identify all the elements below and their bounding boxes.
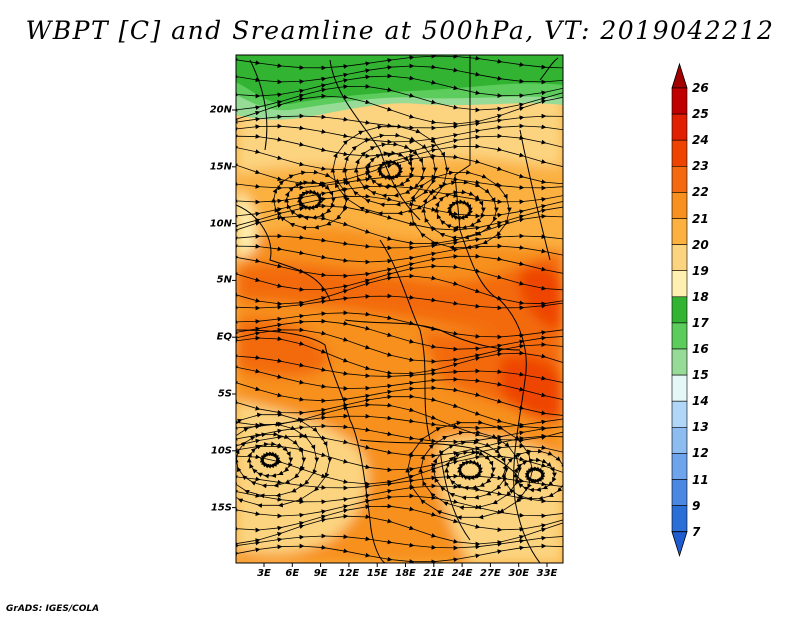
colorbar-swatch (671, 192, 688, 219)
colorbar-label: 26 (692, 81, 709, 95)
colorbar-label: 22 (692, 185, 709, 200)
colorbar (671, 62, 688, 558)
longitude-label: 15E (366, 568, 388, 579)
latitude-label: 10S (210, 445, 232, 457)
colorbar-label: 23 (692, 159, 709, 174)
colorbar-label: 14 (692, 394, 709, 409)
latitude-label: 20N (209, 104, 232, 116)
latitude-label: EQ (216, 331, 232, 343)
colorbar-label: 21 (692, 211, 709, 226)
latitude-label: 10N (209, 218, 232, 230)
colorbar-swatch (671, 166, 688, 193)
colorbar-swatch (671, 453, 688, 480)
colorbar-label: 17 (692, 315, 709, 330)
colorbar-label: 20 (692, 237, 709, 252)
longitude-label: 9E (313, 568, 328, 579)
colorbar-label: 15 (692, 368, 709, 383)
colorbar-swatch (671, 348, 688, 376)
colorbar-swatch (671, 322, 688, 350)
longitude-label: 6E (285, 568, 300, 579)
colorbar-bottom-arrow (671, 531, 688, 558)
country-borders (236, 55, 559, 563)
longitude-label: 21E (423, 568, 445, 579)
colorbar-label: 9 (692, 498, 701, 513)
latitude-label: 5N (216, 274, 232, 286)
streamlines (236, 55, 563, 563)
colorbar-label: 16 (692, 342, 709, 356)
colorbar-swatch (671, 505, 688, 533)
colorbar-label: 12 (692, 446, 709, 461)
temperature-field (236, 55, 563, 563)
longitude-label: 30E (508, 568, 530, 579)
latitude-label: 5S (217, 388, 232, 400)
colorbar-label: 24 (692, 133, 709, 148)
grads-credit: GrADS: IGES/COLA (6, 604, 100, 614)
latitude-label: 15S (210, 502, 232, 514)
colorbar-swatch (671, 479, 688, 506)
colorbar-swatch (671, 426, 688, 454)
map-title: WBPT [C] and Sreamline at 500hPa, VT: 20… (25, 16, 775, 45)
longitude-label: 3E (257, 568, 271, 579)
longitude-label: 24E (451, 568, 473, 579)
colorbar-swatch (671, 270, 688, 298)
longitude-label: 27E (480, 568, 501, 579)
colorbar-top-arrow (671, 62, 688, 89)
colorbar-swatch (671, 218, 688, 245)
colorbar-label: 7 (692, 524, 701, 539)
colorbar-swatch (671, 296, 688, 324)
colorbar-swatch (671, 374, 688, 402)
colorbar-label: 19 (692, 263, 709, 278)
colorbar-swatch (671, 139, 688, 167)
map-frame (235, 54, 564, 564)
longitude-label: 33E (536, 568, 558, 579)
colorbar-label: 13 (692, 420, 709, 435)
latitude-label: 15N (209, 161, 232, 173)
longitude-label: 18E (395, 568, 416, 579)
colorbar-swatch (671, 87, 688, 115)
colorbar-label: 11 (692, 472, 709, 487)
colorbar-swatch (671, 113, 688, 141)
colorbar-swatch (671, 244, 688, 272)
colorbar-label: 18 (692, 289, 709, 304)
colorbar-swatch (671, 400, 688, 428)
longitude-label: 12E (338, 568, 360, 579)
colorbar-label: 25 (692, 107, 709, 122)
